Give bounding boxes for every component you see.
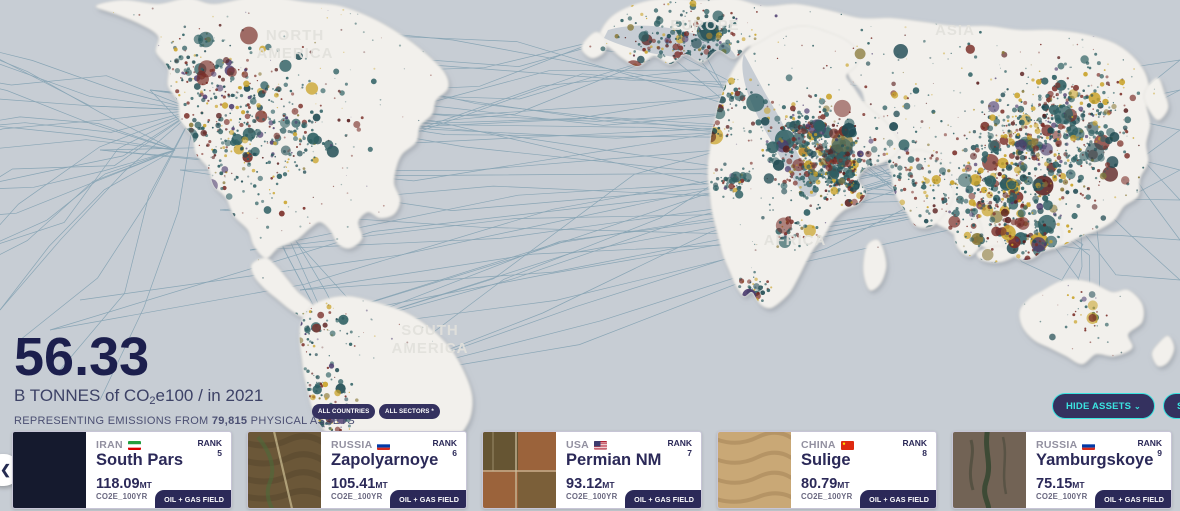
svg-text:ASIA: ASIA: [935, 22, 975, 39]
svg-text:NORTH: NORTH: [266, 27, 324, 44]
svg-text:AMERICA: AMERICA: [257, 45, 334, 62]
svg-text:AFRICA: AFRICA: [764, 232, 827, 249]
svg-text:EUROPE: EUROPE: [670, 17, 739, 34]
